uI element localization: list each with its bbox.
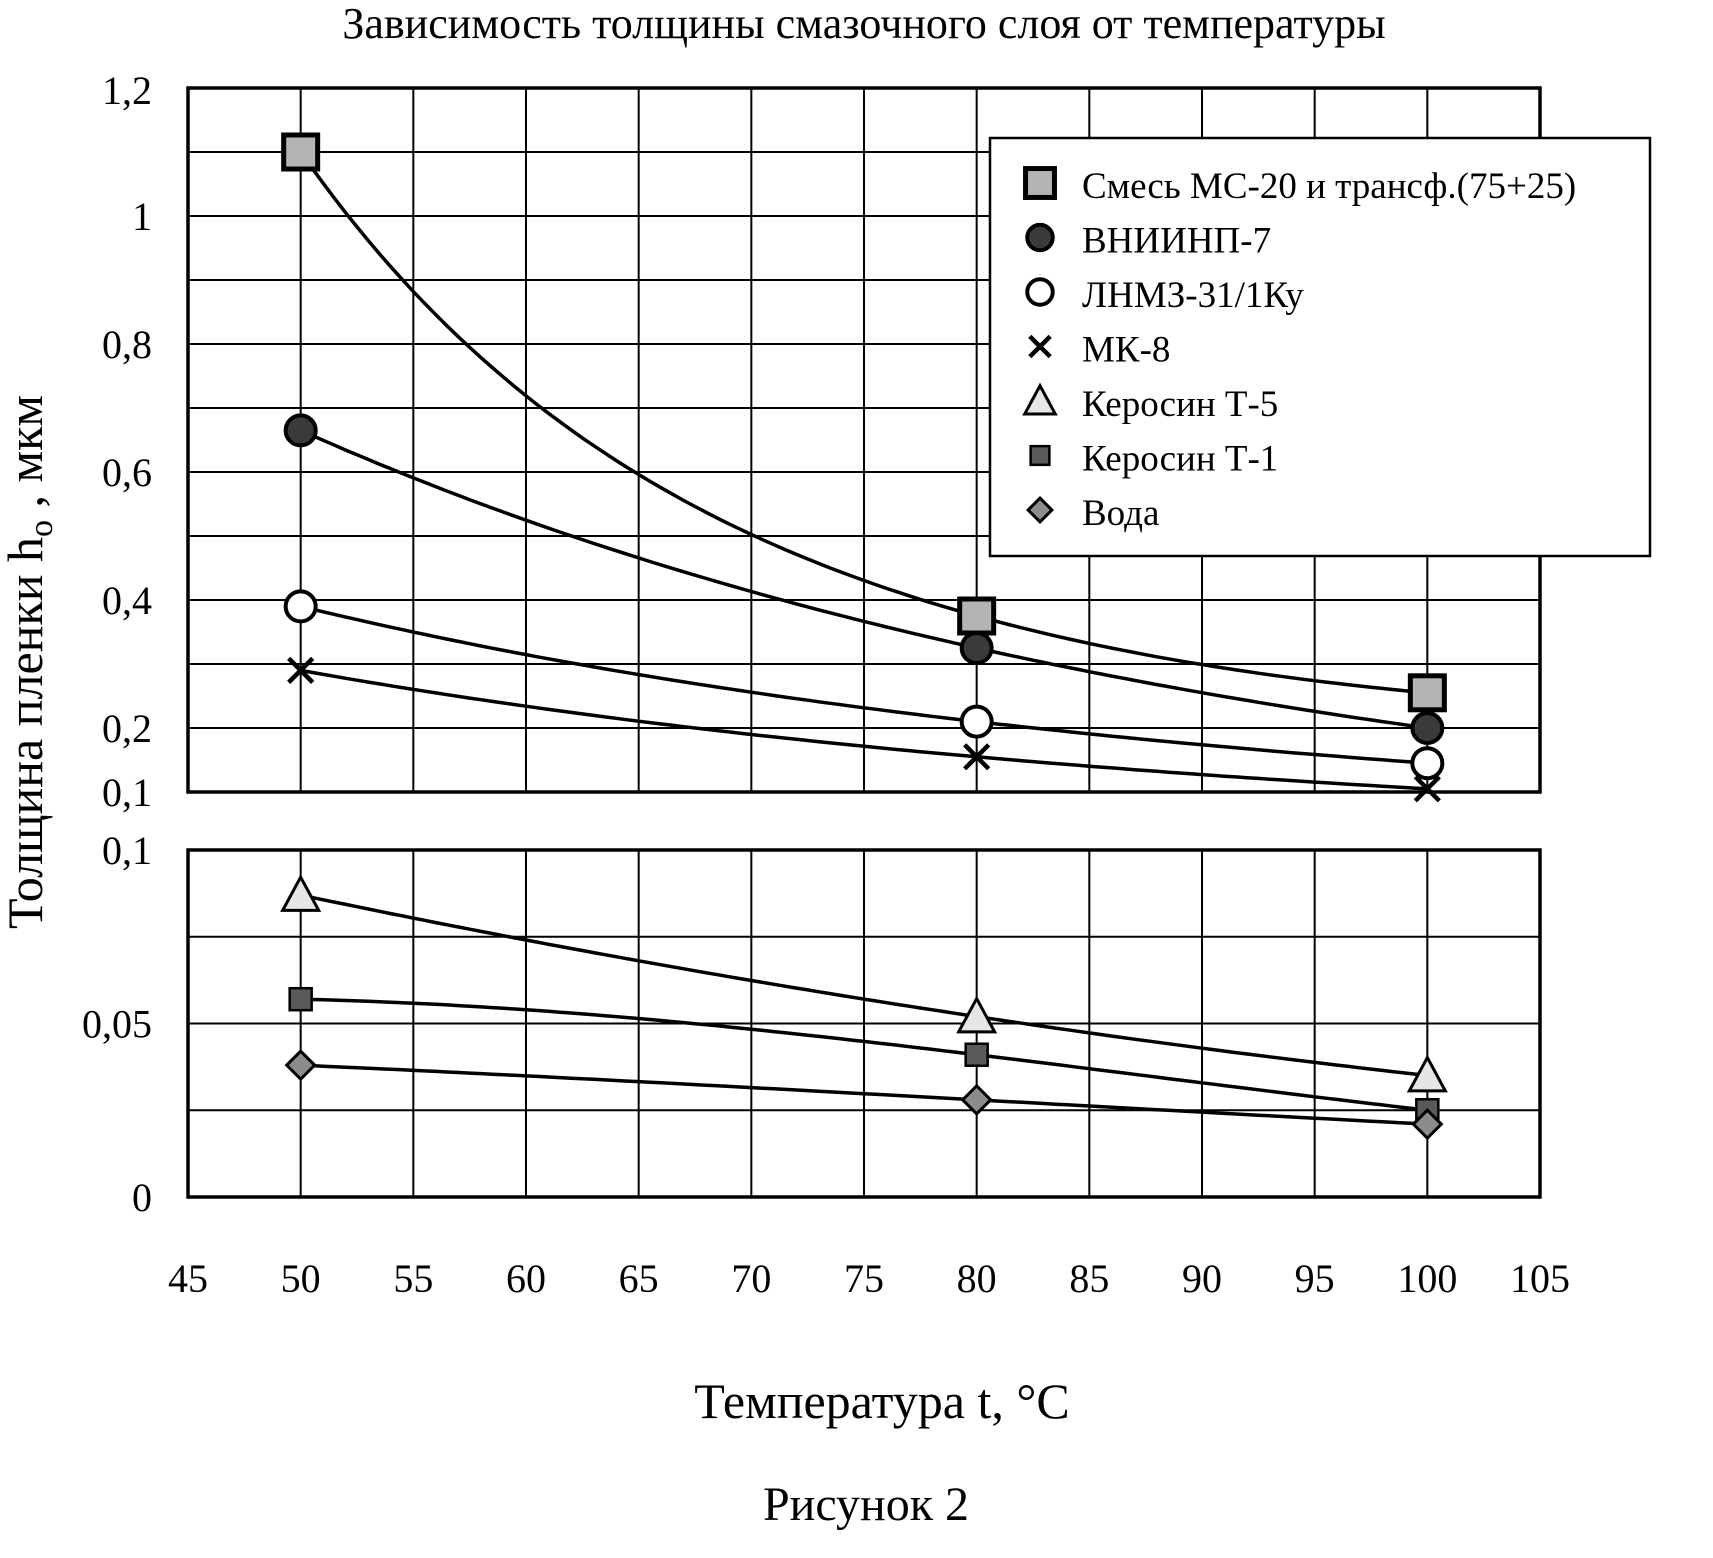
lower-curves — [300, 893, 1428, 1126]
data-point — [1407, 673, 1447, 713]
data-point — [284, 1049, 317, 1082]
lower-y-tick-labels: 0,1 0,05 0 — [82, 828, 152, 1220]
data-point — [963, 743, 991, 771]
x-tick-label: 55 — [393, 1256, 433, 1301]
legend-marker — [1028, 334, 1052, 359]
x-tick-label: 95 — [1295, 1256, 1335, 1301]
y-tick-label: 0,8 — [102, 322, 152, 367]
y-tick-label: 0,1 — [102, 770, 152, 815]
data-point — [1413, 775, 1441, 803]
data-point — [280, 873, 322, 912]
data-point — [956, 995, 998, 1034]
legend-marker — [1025, 222, 1055, 253]
legend-item: Керосин Т-1 — [1029, 439, 1278, 480]
data-point — [1406, 1054, 1448, 1093]
legend-label: Смесь МС-20 и трансф.(75+25) — [1082, 166, 1576, 207]
legend-marker — [1025, 277, 1055, 307]
data-point — [957, 596, 997, 636]
chart-title: Зависимость толщины смазочного слоя от т… — [342, 0, 1385, 48]
data-point — [959, 704, 994, 739]
legend-label: ВНИИНП-7 — [1082, 221, 1271, 262]
y-tick-label: 1 — [132, 194, 152, 239]
x-tick-label: 65 — [619, 1256, 659, 1301]
upper-markers — [281, 132, 1447, 803]
x-tick-label: 50 — [281, 1256, 321, 1301]
upper-y-tick-labels: 1,2 1 0,8 0,6 0,4 0,2 0,1 — [102, 68, 152, 815]
data-point — [960, 1083, 993, 1116]
x-tick-label: 45 — [168, 1256, 208, 1301]
y-axis-label-subscript: o — [23, 520, 60, 537]
data-point — [283, 413, 318, 448]
legend-item: Смесь МС-20 и трансф.(75+25) — [1023, 166, 1576, 207]
y-tick-label: 0,6 — [102, 450, 152, 495]
upper-curves — [299, 150, 1428, 791]
y-tick-label: 0 — [132, 1175, 152, 1220]
y-tick-label: 0,4 — [102, 578, 152, 623]
lower-panel: 0,1 0,05 0 — [82, 828, 1542, 1220]
data-point — [959, 631, 994, 665]
legend-label: Вода — [1082, 493, 1159, 534]
figure-caption: Рисунок 2 — [763, 1478, 969, 1531]
y-tick-label: 0,05 — [82, 1002, 152, 1047]
data-point — [283, 589, 318, 624]
legend-label: ЛНМЗ-31/1Ку — [1082, 275, 1304, 316]
x-tick-label: 70 — [731, 1256, 771, 1301]
legend-item: МК-8 — [1028, 330, 1170, 371]
data-point — [1411, 1108, 1444, 1141]
legend-marker — [1029, 444, 1051, 467]
y-axis-label: Толщина пленки ho , мкм — [0, 395, 60, 929]
x-tick-label: 75 — [844, 1256, 884, 1301]
legend-items: Смесь МС-20 и трансф.(75+25) ВНИИНП-7 ЛНМЗ… — [1022, 166, 1576, 534]
series-curve — [300, 997, 1428, 1113]
x-tick-labels: 45 50 55 60 65 70 75 80 85 90 95 100 105 — [168, 1256, 1570, 1301]
lower-grid — [187, 850, 1541, 1197]
series-curve — [300, 893, 1428, 1078]
data-point — [288, 986, 313, 1012]
legend-label: Керосин Т-1 — [1082, 439, 1278, 480]
lower-plot-frame — [186, 848, 1542, 1199]
y-axis-label-unit: , мкм — [0, 395, 53, 520]
x-tick-label: 90 — [1182, 1256, 1222, 1301]
legend-box — [988, 136, 1652, 558]
y-tick-label: 0,2 — [102, 706, 152, 751]
legend-label: Керосин Т-5 — [1082, 384, 1278, 425]
data-point — [281, 132, 321, 172]
legend-item: ЛНМЗ-31/1Ку — [1025, 275, 1304, 316]
data-point — [287, 656, 315, 684]
x-tick-label: 85 — [1069, 1256, 1109, 1301]
y-axis-label-main: Толщина пленки h — [0, 537, 53, 929]
legend-label: МК-8 — [1082, 330, 1170, 371]
series-curve — [300, 604, 1428, 765]
x-axis-label: Температура t, °C — [694, 1373, 1069, 1429]
x-tick-label: 80 — [957, 1256, 997, 1301]
legend-item: Вода — [1025, 493, 1159, 534]
data-point — [1410, 711, 1445, 745]
legend-item: Керосин Т-5 — [1022, 382, 1278, 425]
data-point — [964, 1042, 989, 1067]
legend-marker — [1025, 495, 1055, 525]
lower-markers — [280, 873, 1448, 1141]
x-tick-label: 105 — [1510, 1256, 1570, 1301]
series-curve — [299, 428, 1428, 730]
y-tick-label: 1,2 — [102, 68, 152, 113]
legend-marker — [1022, 382, 1058, 416]
y-tick-label: 0,1 — [102, 828, 152, 873]
legend-item: ВНИИНП-7 — [1025, 221, 1271, 262]
x-tick-label: 60 — [506, 1256, 546, 1301]
series-curve — [300, 1063, 1428, 1126]
series-curve — [300, 668, 1428, 791]
legend-marker — [1023, 166, 1057, 200]
legend: Смесь МС-20 и трансф.(75+25) ВНИИНП-7 ЛНМЗ… — [988, 136, 1652, 558]
series-curve — [299, 150, 1428, 695]
x-tick-label: 100 — [1397, 1256, 1457, 1301]
data-point — [1410, 746, 1445, 781]
